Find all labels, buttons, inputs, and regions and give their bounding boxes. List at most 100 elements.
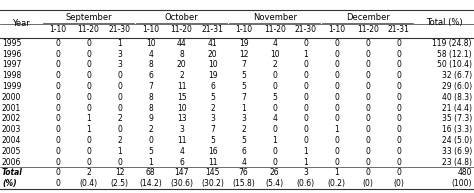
Text: 2004: 2004 [2, 136, 21, 145]
Text: 24 (5.0): 24 (5.0) [442, 136, 472, 145]
Text: 11: 11 [177, 136, 186, 145]
Text: 0: 0 [334, 136, 339, 145]
Text: 1: 1 [272, 136, 277, 145]
Text: 26: 26 [270, 168, 280, 177]
Text: 0: 0 [303, 93, 308, 102]
Text: 0: 0 [303, 104, 308, 113]
Text: 0: 0 [396, 157, 401, 167]
Text: Total (%): Total (%) [426, 19, 463, 27]
Text: 0: 0 [365, 60, 370, 69]
Text: 3: 3 [117, 50, 122, 59]
Text: 0: 0 [86, 39, 91, 48]
Text: 7: 7 [148, 82, 153, 91]
Text: 2: 2 [148, 125, 153, 134]
Text: 11-20: 11-20 [264, 25, 286, 35]
Text: 0: 0 [365, 168, 370, 177]
Text: 1-10: 1-10 [328, 25, 345, 35]
Text: 5: 5 [148, 147, 153, 156]
Text: 9: 9 [148, 114, 153, 123]
Text: 1997: 1997 [2, 60, 21, 69]
Text: 0: 0 [396, 71, 401, 80]
Text: 6: 6 [241, 147, 246, 156]
Text: 21-31: 21-31 [388, 25, 410, 35]
Text: 10: 10 [146, 39, 155, 48]
Text: 0: 0 [365, 39, 370, 48]
Text: 11-20: 11-20 [171, 25, 192, 35]
Text: 4: 4 [148, 50, 153, 59]
Text: 0: 0 [55, 125, 60, 134]
Text: (0.6): (0.6) [297, 179, 315, 188]
Text: (0): (0) [393, 179, 404, 188]
Text: 0: 0 [86, 157, 91, 167]
Text: 0: 0 [396, 125, 401, 134]
Text: 13: 13 [177, 114, 186, 123]
Text: 8: 8 [148, 104, 153, 113]
Text: 0: 0 [272, 71, 277, 80]
Text: 2005: 2005 [2, 147, 21, 156]
Text: 8: 8 [148, 93, 153, 102]
Text: 5: 5 [241, 82, 246, 91]
Text: 1: 1 [303, 157, 308, 167]
Text: 0: 0 [117, 104, 122, 113]
Text: 0: 0 [86, 93, 91, 102]
Text: 0: 0 [272, 104, 277, 113]
Text: 1998: 1998 [2, 71, 21, 80]
Text: 0: 0 [55, 114, 60, 123]
Text: 1: 1 [86, 125, 91, 134]
Text: 32 (6.7): 32 (6.7) [442, 71, 472, 80]
Text: 16: 16 [208, 147, 218, 156]
Text: 1: 1 [334, 125, 339, 134]
Text: 58 (12.1): 58 (12.1) [438, 50, 472, 59]
Text: 0: 0 [334, 39, 339, 48]
Text: 44: 44 [177, 39, 186, 48]
Text: 0: 0 [365, 82, 370, 91]
Text: 0: 0 [55, 39, 60, 48]
Text: (30.6): (30.6) [170, 179, 193, 188]
Text: 8: 8 [148, 60, 153, 69]
Text: 0: 0 [334, 60, 339, 69]
Text: 0: 0 [396, 39, 401, 48]
Text: 0: 0 [334, 104, 339, 113]
Text: 2: 2 [86, 168, 91, 177]
Text: 5: 5 [241, 71, 246, 80]
Text: 0: 0 [86, 104, 91, 113]
Text: 0: 0 [117, 71, 122, 80]
Text: 0: 0 [334, 82, 339, 91]
Text: 5: 5 [210, 136, 215, 145]
Text: 0: 0 [365, 114, 370, 123]
Text: 3: 3 [303, 168, 308, 177]
Text: 0: 0 [365, 125, 370, 134]
Text: 0: 0 [55, 60, 60, 69]
Text: 0: 0 [148, 136, 153, 145]
Text: 0: 0 [303, 82, 308, 91]
Text: September: September [65, 13, 112, 21]
Text: 0: 0 [334, 71, 339, 80]
Text: 29 (6.0): 29 (6.0) [442, 82, 472, 91]
Text: 2: 2 [117, 114, 122, 123]
Text: 0: 0 [365, 104, 370, 113]
Text: 33 (6.9): 33 (6.9) [442, 147, 472, 156]
Text: 2: 2 [179, 71, 184, 80]
Text: 0: 0 [86, 71, 91, 80]
Text: 0: 0 [396, 136, 401, 145]
Text: 0: 0 [55, 93, 60, 102]
Text: 1: 1 [241, 104, 246, 113]
Text: 0: 0 [396, 93, 401, 102]
Text: 2: 2 [210, 104, 215, 113]
Text: 7: 7 [210, 125, 215, 134]
Text: December: December [346, 13, 390, 21]
Text: 2000: 2000 [2, 93, 21, 102]
Text: 0: 0 [117, 93, 122, 102]
Text: 1999: 1999 [2, 82, 21, 91]
Text: 1-10: 1-10 [235, 25, 252, 35]
Text: 0: 0 [55, 147, 60, 156]
Text: 4: 4 [241, 157, 246, 167]
Text: 12: 12 [115, 168, 124, 177]
Text: 119 (24.8): 119 (24.8) [432, 39, 472, 48]
Text: 40 (8.3): 40 (8.3) [442, 93, 472, 102]
Text: 0: 0 [303, 71, 308, 80]
Text: 16 (3.3): 16 (3.3) [442, 125, 472, 134]
Text: 2: 2 [272, 60, 277, 69]
Text: 8: 8 [179, 50, 184, 59]
Text: 480: 480 [457, 168, 472, 177]
